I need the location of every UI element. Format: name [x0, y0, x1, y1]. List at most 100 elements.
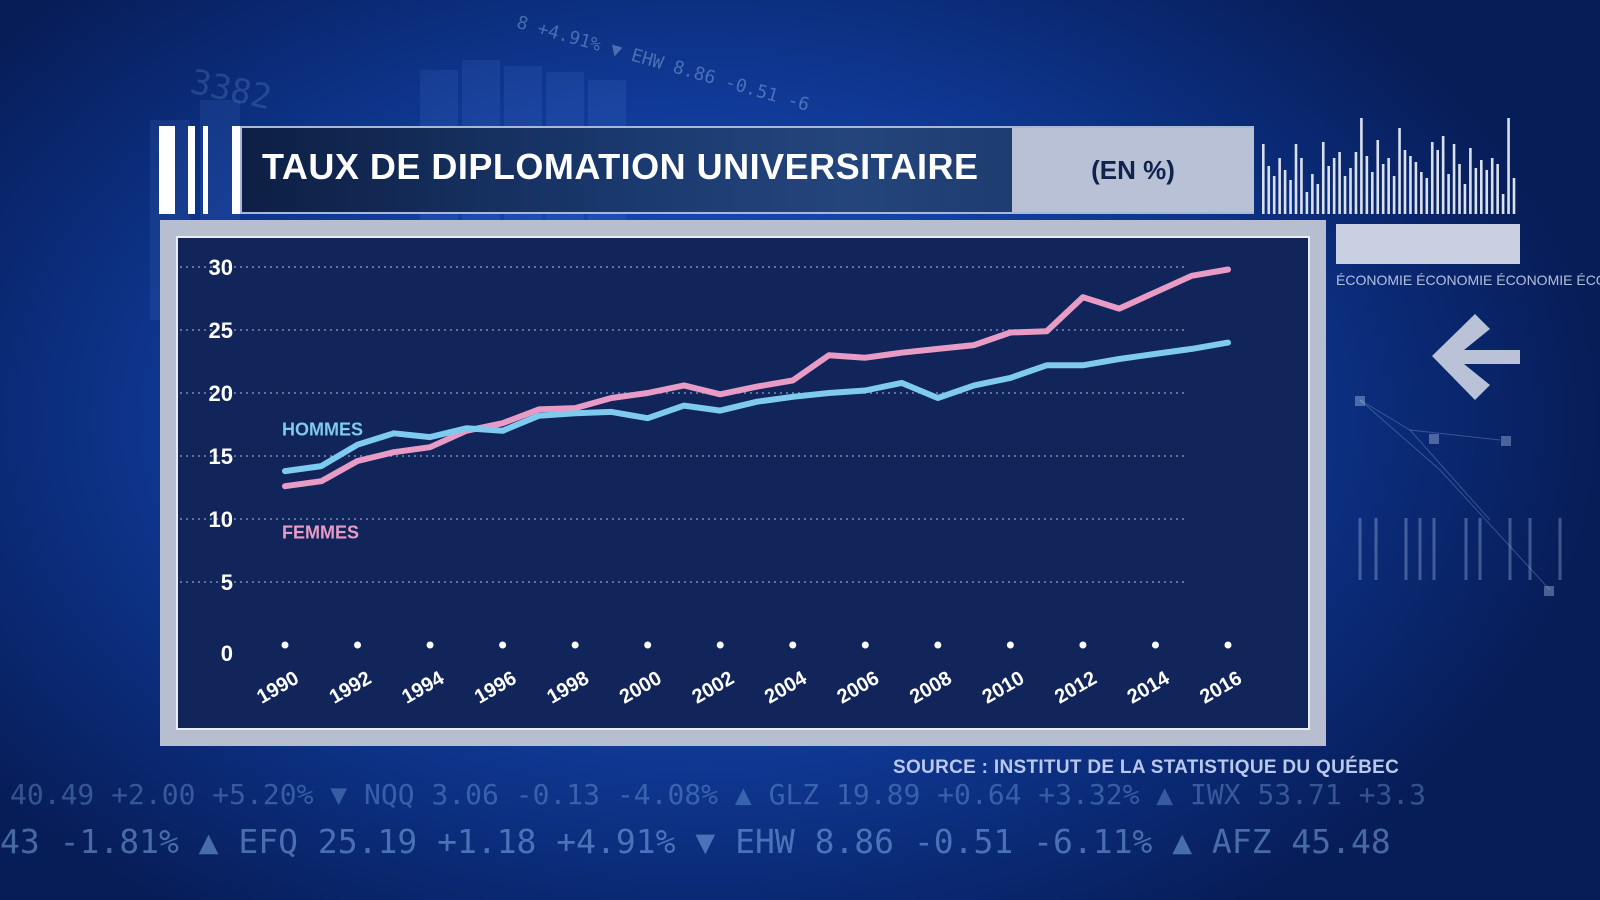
y-tick-label: 5 — [221, 570, 233, 595]
audio-level-bar — [1283, 170, 1287, 214]
audio-level-bar — [1343, 176, 1347, 214]
y-tick-label: 0 — [221, 641, 233, 666]
x-tick-label: 2002 — [688, 667, 738, 708]
y-tick-label: 15 — [209, 444, 233, 469]
audio-level-bar — [1501, 194, 1505, 214]
source-note: SOURCE : INSTITUT DE LA STATISTIQUE DU Q… — [893, 757, 1400, 778]
audio-level-bar — [1441, 136, 1445, 214]
audio-level-bar — [1447, 174, 1450, 214]
audio-level-bar — [1485, 170, 1489, 214]
x-tick-label: 2014 — [1124, 667, 1174, 709]
audio-level-bar — [1463, 184, 1467, 214]
audio-level-bar — [1321, 142, 1325, 214]
section-label: ÉCONOMIE ÉCONOMIE ÉCONOMIE ÉCONOMIE — [1336, 272, 1600, 288]
audio-level-bar — [1436, 150, 1439, 214]
x-tick-dot — [281, 641, 289, 649]
x-tick-label: 2006 — [834, 667, 884, 708]
audio-level-bar — [1425, 178, 1429, 214]
x-tick-label: 2010 — [979, 667, 1029, 708]
audio-level-bar — [1420, 172, 1423, 214]
x-tick-dot — [354, 641, 362, 649]
chart-title: TAUX DE DIPLOMATION UNIVERSITAIRE — [262, 146, 979, 187]
x-tick-dot — [934, 641, 942, 649]
audio-level-bar — [1398, 128, 1401, 214]
audio-level-bar — [1458, 164, 1461, 214]
side-panel-block — [1336, 224, 1520, 264]
audio-level-bar — [1316, 184, 1320, 214]
x-tick-dot — [1224, 641, 1232, 649]
x-tick-dot — [571, 641, 579, 649]
x-tick-label: 1998 — [543, 667, 593, 708]
audio-level-bar — [1430, 142, 1434, 214]
audio-level-bar — [1490, 158, 1494, 214]
audio-level-bar — [1305, 192, 1309, 214]
audio-level-bar — [1365, 156, 1369, 214]
audio-level-bar — [1360, 118, 1363, 214]
series-line-hommes — [282, 339, 1231, 475]
audio-level-bar — [1332, 158, 1336, 214]
audio-level-bar — [1278, 158, 1281, 214]
audio-level-bar — [1414, 162, 1418, 214]
audio-level-bar — [1300, 158, 1303, 214]
series-labels: HOMMES FEMMES — [282, 419, 363, 542]
x-tick-dot — [789, 641, 797, 649]
x-tick-label: 2004 — [761, 667, 811, 709]
audio-level-bar — [1327, 166, 1330, 214]
x-tick-label: 2000 — [616, 667, 666, 708]
series-label-hommes: HOMMES — [282, 419, 363, 439]
audio-level-bar — [1311, 174, 1314, 214]
ticker-line-2: 43 -1.81% ▲ EFQ 25.19 +1.18 +4.91% ▼ EHW… — [0, 822, 1391, 861]
audio-level-bar — [1512, 178, 1516, 214]
audio-level-bars — [1262, 118, 1516, 214]
audio-level-bar — [1381, 164, 1385, 214]
audio-level-bar — [1469, 148, 1472, 214]
audio-level-bar — [1392, 176, 1396, 214]
audio-level-bar — [1294, 144, 1298, 214]
x-tick-dot — [716, 641, 724, 649]
audio-level-bar — [1289, 180, 1292, 214]
y-axis-ticks: 0 5 10 15 20 25 30 — [209, 255, 233, 666]
x-tick-dot — [1151, 641, 1159, 649]
x-tick-dot — [426, 641, 434, 649]
y-tick-label: 10 — [209, 507, 233, 532]
x-tick-dot — [1079, 641, 1087, 649]
x-tick-label: 1990 — [253, 667, 303, 708]
audio-level-bar — [1267, 166, 1271, 214]
x-tick-label: 2016 — [1196, 667, 1246, 708]
audio-level-bar — [1507, 118, 1510, 214]
y-tick-label: 30 — [209, 255, 233, 280]
audio-level-bar — [1474, 168, 1478, 214]
audio-level-bar — [1376, 140, 1380, 214]
audio-level-bar — [1452, 144, 1456, 214]
audio-level-bar — [1338, 152, 1341, 214]
chart-panel — [176, 236, 1310, 730]
arrow-left-icon — [1432, 314, 1520, 400]
audio-level-bar — [1480, 160, 1483, 214]
x-tick-label: 2012 — [1051, 667, 1101, 708]
audio-level-bar — [1409, 156, 1412, 214]
series-lines — [282, 266, 1231, 490]
background-network-lines — [1359, 399, 1551, 591]
audio-level-bar — [1496, 164, 1499, 214]
x-tick-label: 1992 — [326, 667, 376, 708]
background-network-nodes — [1355, 396, 1554, 596]
series-label-femmes: FEMMES — [282, 523, 359, 543]
x-tick-dot — [861, 641, 869, 649]
audio-level-bar — [1371, 172, 1374, 214]
x-tick-dot — [644, 641, 652, 649]
x-tick-dot — [1006, 641, 1014, 649]
x-axis-ticks: 1990 1992 1994 1996 1998 2000 2002 2004 2006 2008… — [253, 641, 1246, 709]
audio-level-bar — [1272, 176, 1276, 214]
x-tick-label: 2008 — [906, 667, 956, 708]
series-line-femmes — [282, 266, 1231, 490]
audio-level-bar — [1403, 150, 1407, 214]
x-tick-dot — [499, 641, 507, 649]
audio-level-bar — [1349, 168, 1352, 214]
x-tick-label: 1994 — [398, 667, 448, 709]
audio-level-bar — [1354, 152, 1358, 214]
x-tick-label: 1996 — [471, 667, 521, 708]
y-tick-label: 20 — [209, 381, 233, 406]
unit-label: (EN %) — [1012, 128, 1254, 212]
y-tick-label: 25 — [209, 318, 233, 343]
